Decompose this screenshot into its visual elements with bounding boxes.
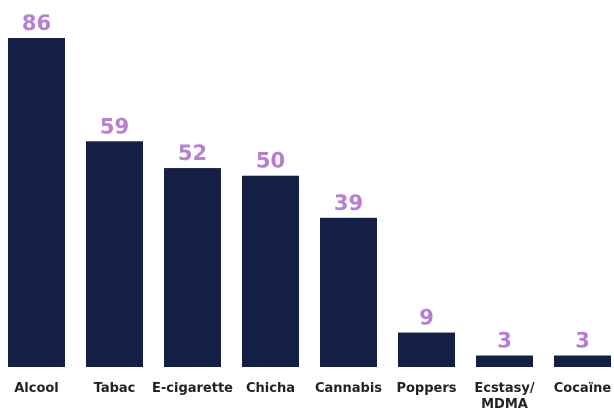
bar-value-label: 39	[334, 191, 363, 215]
value-labels-group: 86 59 52 50 39 9 3 3	[22, 11, 590, 353]
bar	[476, 355, 533, 367]
bars-group	[8, 38, 611, 367]
bar	[8, 38, 65, 367]
bar	[86, 141, 143, 367]
bar	[164, 168, 221, 367]
bar	[554, 355, 611, 367]
category-label: Chicha	[246, 381, 295, 396]
bar-value-label: 3	[575, 329, 590, 353]
bar-value-label: 50	[256, 149, 285, 173]
bar-value-label: 52	[178, 141, 207, 165]
bar-value-label: 9	[419, 306, 434, 330]
category-label: Poppers	[396, 381, 456, 396]
category-label: Ecstasy/	[474, 381, 535, 396]
bar	[398, 332, 455, 367]
category-label: MDMA	[481, 397, 528, 412]
category-label: Tabac	[94, 381, 136, 396]
bar-value-label: 86	[22, 11, 51, 35]
bar	[320, 217, 377, 367]
category-label: Cocaïne	[554, 381, 612, 396]
bar-value-label: 59	[100, 114, 129, 138]
category-label: Alcool	[14, 381, 59, 396]
category-labels-group: Alcool Tabac E-cigarette Chicha Cannabis Popp…	[14, 381, 611, 412]
bar	[242, 175, 299, 367]
category-label: Cannabis	[315, 381, 382, 396]
bar-value-label: 3	[497, 329, 512, 353]
category-label: E-cigarette	[152, 381, 233, 396]
